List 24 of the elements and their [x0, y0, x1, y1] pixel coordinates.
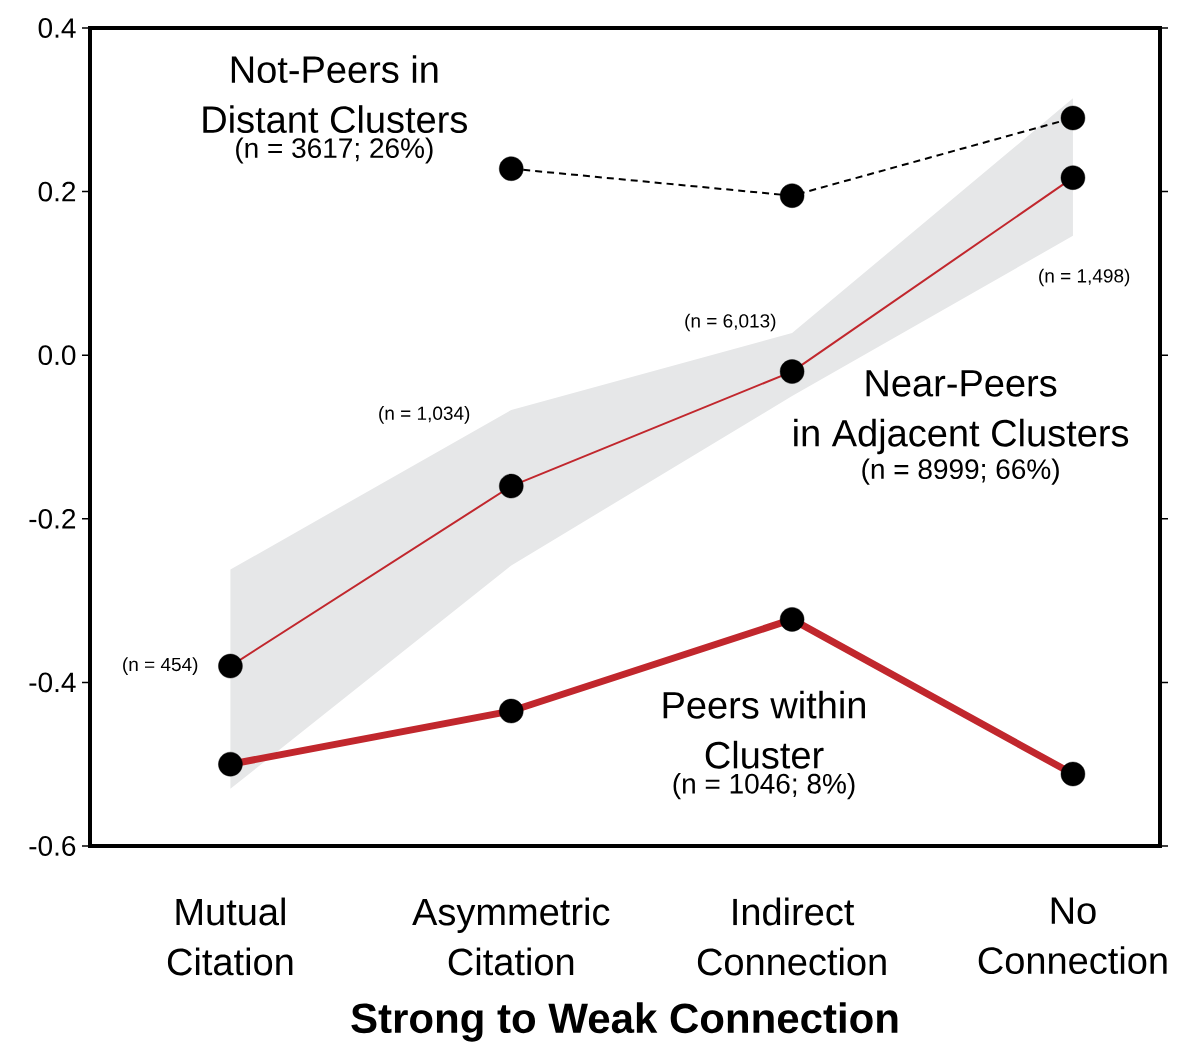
point	[779, 183, 805, 208]
y-tick-label: 0.2	[38, 181, 76, 202]
point	[499, 156, 524, 181]
y-tick-label: 0.4	[38, 18, 76, 38]
y-tick-label: 0.0	[38, 345, 76, 366]
annotation: (n = 3617; 26%)	[236, 137, 433, 164]
annotation: (n = 1,498)	[1039, 268, 1130, 287]
annotation: (n = 1046; 8%)	[673, 773, 855, 800]
point	[1060, 105, 1086, 131]
x-tick-label: Mutual Citation	[167, 897, 293, 976]
series-label: Peers within Cluster	[663, 690, 865, 769]
annotation: (n = 8999; 66%)	[862, 458, 1059, 485]
y-tick-label: -0.6	[29, 836, 76, 856]
y-tick-label: -0.2	[29, 508, 76, 529]
y-tick-label: -0.4	[29, 672, 76, 693]
x-tick-label: Asymmetric Citation	[412, 897, 610, 976]
legend-label: Near-Peers in Adjacent Clusters	[794, 370, 1129, 455]
annotation: (n = 6,013)	[685, 313, 776, 332]
annotation: (n = 1,034)	[379, 406, 470, 424]
annotation: (n = 454)	[123, 657, 198, 675]
x-tick-label: Indirect Connection	[697, 897, 886, 976]
x-axis-title: Strong to Weak Connection	[351, 1002, 898, 1042]
x-tick-label: No Connection	[978, 897, 1167, 975]
series-label: Not-Peers in Distant Clusters	[203, 55, 467, 134]
